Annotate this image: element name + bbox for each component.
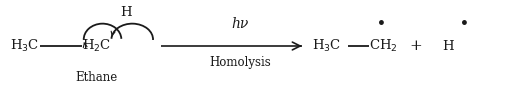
Text: H$_3$C: H$_3$C <box>312 38 341 54</box>
Text: hν: hν <box>231 17 249 31</box>
Text: H$_3$C: H$_3$C <box>11 38 40 54</box>
Text: +: + <box>410 39 422 53</box>
Text: H: H <box>442 39 454 53</box>
Text: H: H <box>121 6 132 19</box>
Text: H$_2$C: H$_2$C <box>82 38 111 54</box>
Text: CH$_2$: CH$_2$ <box>369 38 397 54</box>
Text: •: • <box>377 17 386 31</box>
Text: Homolysis: Homolysis <box>209 56 271 69</box>
Text: •: • <box>461 17 469 31</box>
Text: Ethane: Ethane <box>75 71 118 84</box>
